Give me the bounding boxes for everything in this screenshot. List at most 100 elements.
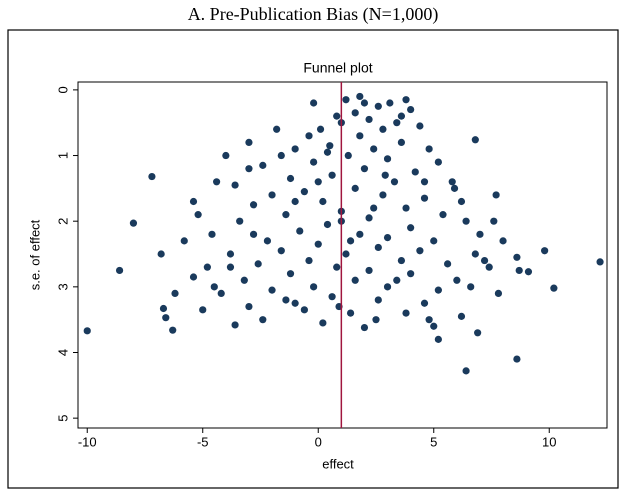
point <box>485 263 493 271</box>
point <box>434 335 442 343</box>
point <box>268 286 276 294</box>
point <box>494 289 503 298</box>
point <box>273 125 281 133</box>
point <box>457 197 466 206</box>
point <box>407 105 415 114</box>
point <box>263 237 272 245</box>
point <box>365 214 373 222</box>
point <box>515 266 523 275</box>
point <box>370 145 378 153</box>
point <box>457 312 466 320</box>
point <box>344 151 352 160</box>
point <box>425 145 433 153</box>
point <box>333 263 341 271</box>
point <box>370 204 378 212</box>
point <box>492 191 500 199</box>
point <box>171 289 179 298</box>
point <box>346 237 355 245</box>
point <box>397 112 406 120</box>
point <box>286 174 295 183</box>
point <box>420 194 429 202</box>
point <box>416 247 424 255</box>
point <box>189 197 198 206</box>
point <box>199 306 207 314</box>
point <box>259 316 267 324</box>
point <box>328 171 336 179</box>
point <box>541 247 549 255</box>
point <box>351 184 359 192</box>
point <box>208 230 216 238</box>
point <box>342 250 350 258</box>
point <box>407 270 415 278</box>
point <box>249 230 258 238</box>
point <box>450 184 459 192</box>
point <box>383 283 392 291</box>
point <box>259 161 267 169</box>
point <box>372 316 380 324</box>
point <box>402 309 410 317</box>
point <box>434 158 442 166</box>
point <box>316 125 325 133</box>
point <box>291 145 299 153</box>
point <box>490 217 498 225</box>
point <box>383 234 392 242</box>
y-axis-label: s.e. of effect <box>27 219 42 290</box>
point <box>326 142 334 150</box>
point <box>296 227 304 235</box>
point <box>393 119 401 127</box>
point <box>474 329 482 337</box>
point <box>189 273 198 281</box>
point <box>319 197 327 206</box>
point <box>277 247 285 255</box>
point <box>499 237 507 245</box>
point <box>169 326 177 334</box>
point <box>471 136 479 144</box>
plot-area <box>77 81 608 429</box>
point <box>300 188 308 196</box>
point <box>217 289 225 298</box>
point <box>286 270 295 278</box>
point <box>319 319 327 327</box>
point <box>386 99 394 107</box>
point <box>249 201 258 209</box>
y-tick-label: 3 <box>55 283 70 290</box>
point <box>411 168 419 176</box>
point <box>268 191 276 199</box>
point <box>462 217 470 225</box>
point <box>291 299 299 307</box>
point <box>333 112 341 120</box>
point <box>356 132 364 140</box>
point <box>254 260 262 268</box>
point <box>480 256 489 265</box>
point <box>226 250 235 258</box>
point <box>397 138 406 147</box>
point <box>462 367 470 375</box>
point <box>277 151 285 160</box>
point <box>83 327 91 335</box>
point <box>439 211 447 219</box>
point <box>236 217 244 225</box>
point <box>328 293 336 301</box>
point <box>444 260 452 268</box>
point <box>342 96 350 104</box>
x-axis-label: effect <box>322 456 354 471</box>
point <box>291 197 299 206</box>
point <box>448 178 456 186</box>
point <box>513 253 521 261</box>
point <box>365 115 373 124</box>
y-tick-label: 4 <box>55 349 70 356</box>
point <box>148 172 156 181</box>
point <box>374 243 382 252</box>
point <box>323 220 332 229</box>
point <box>365 266 373 275</box>
point <box>550 284 558 292</box>
point <box>374 296 382 304</box>
point <box>390 178 399 186</box>
point <box>240 276 248 284</box>
point <box>476 230 484 238</box>
point <box>379 191 387 199</box>
point <box>310 283 318 291</box>
point <box>453 276 461 284</box>
point <box>402 96 410 104</box>
point <box>393 276 401 284</box>
